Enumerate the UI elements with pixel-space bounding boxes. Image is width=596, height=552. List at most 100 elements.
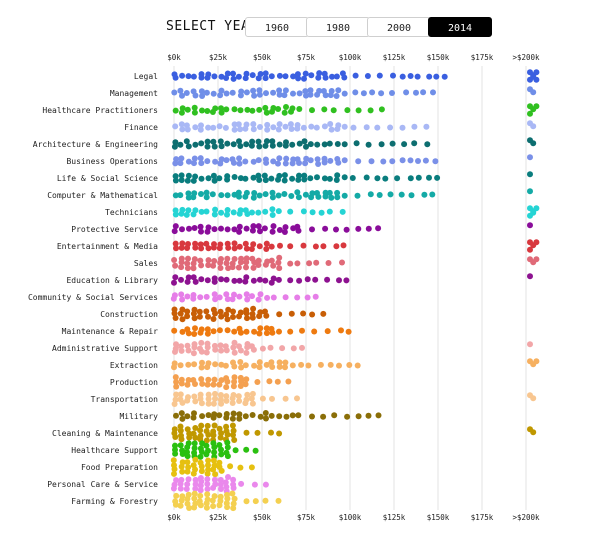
year-button-1980[interactable]: 1980 [306, 17, 370, 37]
data-point [263, 138, 270, 145]
data-point [269, 364, 276, 370]
data-point [275, 497, 282, 504]
data-point [204, 158, 211, 165]
category-label: Cleaning & Maintenance [52, 429, 158, 438]
data-point [340, 242, 347, 249]
data-point [203, 293, 210, 300]
data-point [224, 316, 231, 323]
data-point [353, 140, 360, 147]
data-point [184, 265, 191, 272]
data-point [341, 74, 348, 81]
data-point [185, 172, 192, 179]
data-point [254, 429, 261, 436]
data-point [185, 361, 192, 368]
data-point [184, 313, 191, 320]
data-point [224, 207, 231, 213]
data-point [251, 190, 258, 196]
data-point [211, 177, 218, 184]
data-point [333, 177, 340, 183]
data-point [178, 410, 185, 417]
data-point [231, 121, 238, 128]
data-point [255, 257, 262, 264]
year-button-1960[interactable]: 1960 [245, 17, 309, 37]
data-point [184, 293, 191, 300]
data-point [231, 378, 238, 385]
data-point [172, 434, 179, 440]
data-point [283, 104, 289, 110]
data-point [282, 364, 288, 371]
data-point [276, 72, 283, 79]
data-point [179, 240, 186, 247]
data-point [327, 157, 334, 164]
data-point [171, 470, 177, 477]
data-point-200k [533, 358, 540, 365]
data-point [238, 378, 245, 385]
data-point-200k [527, 171, 533, 178]
data-point [324, 276, 331, 283]
data-point [250, 158, 257, 165]
data-point [249, 72, 256, 79]
data-point [171, 228, 178, 235]
data-point [203, 504, 210, 511]
data-point [197, 294, 204, 301]
data-point [185, 207, 192, 214]
data-point [205, 245, 212, 252]
data-point [252, 498, 259, 505]
data-point [262, 177, 269, 184]
data-point [216, 502, 223, 509]
category-row: Education & Library [66, 273, 533, 286]
data-point [185, 73, 192, 80]
data-point [229, 264, 236, 271]
data-point [249, 293, 255, 300]
data-point [178, 291, 185, 298]
data-point [230, 344, 237, 351]
year-button-2000[interactable]: 2000 [367, 17, 431, 37]
data-point [270, 89, 277, 96]
data-point [252, 447, 259, 454]
data-point [190, 73, 197, 80]
data-point [394, 175, 401, 182]
data-point [218, 209, 225, 216]
data-point [275, 106, 282, 112]
data-point [224, 495, 231, 502]
data-point-200k [530, 123, 537, 130]
data-point [322, 225, 329, 232]
data-point [184, 106, 191, 113]
data-point [257, 291, 264, 298]
data-point [197, 487, 204, 494]
data-point [190, 350, 197, 357]
data-point [288, 108, 294, 115]
data-point [199, 93, 206, 99]
data-point [256, 313, 263, 320]
data-point [294, 260, 301, 267]
data-point [236, 228, 243, 235]
x-tick-label-bottom: $50k [253, 513, 272, 522]
category-label: Management [110, 89, 158, 98]
data-point [203, 208, 210, 215]
data-point [282, 224, 289, 231]
data-point [294, 189, 301, 196]
category-label: Protective Service [71, 225, 158, 234]
data-point [172, 107, 179, 114]
data-point [328, 126, 335, 133]
data-point [309, 311, 316, 318]
data-point [217, 493, 224, 500]
data-point [275, 176, 281, 183]
data-point [229, 89, 236, 96]
data-point [333, 73, 340, 80]
data-point [198, 463, 205, 470]
data-point [232, 447, 239, 454]
year-button-2014[interactable]: 2014 [428, 17, 492, 37]
data-point [295, 75, 302, 82]
x-tick-label-bottom: $150k [427, 513, 450, 522]
data-point [299, 327, 305, 334]
data-point [268, 279, 275, 286]
data-point [282, 294, 289, 301]
data-point [327, 361, 334, 368]
data-point [333, 93, 340, 99]
data-point [177, 480, 184, 487]
data-point [266, 378, 273, 385]
data-point [322, 74, 329, 81]
data-point [198, 208, 205, 215]
data-point [255, 157, 262, 164]
